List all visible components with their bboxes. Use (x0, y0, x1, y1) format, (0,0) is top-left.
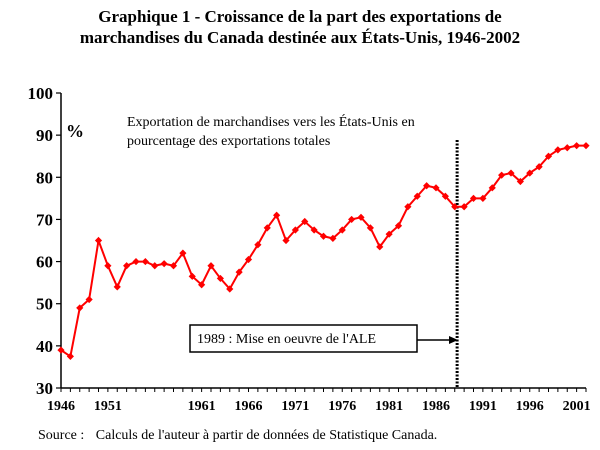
data-point-1995 (516, 177, 524, 186)
data-point-1979 (366, 224, 374, 232)
data-point-1976 (338, 226, 346, 234)
data-point-1957 (160, 260, 168, 268)
y-tick-label-30: 30 (36, 379, 53, 398)
data-point-1985 (423, 182, 431, 190)
chart-title: Graphique 1 - Croissance de la part des … (0, 6, 600, 48)
x-tick-label-1996: 1996 (516, 399, 544, 414)
y-tick-label-60: 60 (36, 253, 53, 272)
chart-title-line-2: marchandises du Canada destinée aux État… (79, 28, 521, 47)
y-tick-label-90: 90 (36, 126, 53, 145)
data-point-1992 (488, 184, 496, 192)
data-point-1988 (451, 203, 459, 211)
data-point-1980 (376, 243, 384, 251)
data-point-1961 (198, 281, 206, 289)
annotation-box (189, 324, 418, 353)
data-point-1958 (169, 262, 178, 270)
data-point-1998 (544, 152, 553, 160)
y-tick-label-50: 50 (36, 295, 53, 314)
data-point-1999 (554, 146, 562, 154)
x-tick-label-2001: 2001 (563, 399, 591, 414)
chart-title-line-1: Graphique 1 - Croissance de la part des … (98, 7, 502, 26)
data-point-1948 (76, 304, 84, 312)
data-point-2002 (582, 142, 590, 150)
y-tick-label-80: 80 (36, 168, 53, 187)
x-tick-label-1951: 1951 (94, 399, 122, 414)
data-point-1972 (301, 217, 309, 226)
data-point-1975 (329, 234, 337, 242)
x-tick-label-1961: 1961 (188, 399, 216, 414)
data-point-1965 (235, 268, 243, 276)
data-point-1991 (479, 194, 487, 202)
arrow-head-icon (449, 336, 458, 344)
series-line (57, 142, 590, 360)
data-point-1952 (113, 283, 121, 291)
y-tick-labels: 30 40 50 60 70 80 90 100 (28, 84, 54, 398)
data-point-1990 (469, 194, 478, 202)
data-point-1968 (263, 224, 271, 232)
data-point-1997 (535, 163, 543, 171)
data-point-1964 (226, 285, 234, 293)
data-point-2000 (563, 144, 571, 152)
x-tick-labels: 1946 1951 1961 1966 1971 1976 1981 1986 1991 1996… (47, 399, 591, 414)
data-point-1953 (123, 262, 131, 270)
x-tick-label-1986: 1986 (422, 399, 450, 414)
y-tick-label-100: 100 (28, 84, 54, 103)
data-point-1986 (432, 184, 440, 192)
x-tick-label-1946: 1946 (47, 399, 75, 414)
data-point-2001 (573, 142, 581, 150)
x-tick-label-1971: 1971 (281, 399, 309, 414)
data-point-1946 (57, 346, 65, 354)
data-point-1949 (85, 295, 93, 304)
data-point-1989 (460, 203, 468, 211)
data-point-1966 (244, 255, 253, 264)
data-point-1982 (394, 222, 403, 230)
data-point-1993 (498, 171, 506, 179)
data-point-1996 (526, 169, 534, 177)
data-point-1960 (188, 272, 196, 280)
chart-axes (56, 92, 587, 392)
y-axis-label: % (66, 121, 84, 141)
x-tick-label-1991: 1991 (469, 399, 497, 414)
data-point-1955 (141, 257, 149, 266)
data-point-1950 (94, 236, 103, 245)
data-point-1969 (273, 211, 281, 219)
data-point-1974 (319, 232, 328, 240)
annotation-label: 1989 : Mise en oeuvre de l'ALE (197, 332, 376, 347)
data-point-1987 (441, 192, 449, 200)
data-point-1971 (291, 226, 299, 234)
data-point-1947 (66, 352, 74, 360)
data-point-1954 (132, 257, 140, 266)
data-point-1973 (310, 226, 318, 234)
data-point-1970 (282, 236, 290, 245)
y-tick-label-70: 70 (36, 210, 53, 229)
x-tick-label-1966: 1966 (235, 399, 263, 414)
data-point-1977 (348, 215, 356, 224)
data-point-1951 (104, 262, 112, 270)
annotation-1989: 1989 : Mise en oeuvre de l'ALE (189, 324, 458, 353)
data-point-1984 (413, 192, 421, 200)
data-point-1983 (404, 203, 412, 211)
data-point-1963 (216, 274, 224, 283)
data-point-1978 (357, 213, 365, 221)
data-point-1967 (254, 241, 262, 249)
data-point-1981 (385, 230, 393, 238)
source-label: Source : (38, 428, 85, 443)
data-point-1994 (507, 169, 515, 177)
x-tick-label-1981: 1981 (375, 399, 403, 414)
source-text: Calculs de l'auteur à partir de données … (95, 428, 438, 443)
series-label-line-2: pourcentage des exportations totales (127, 134, 330, 149)
data-point-1956 (151, 262, 159, 270)
data-point-1959 (179, 249, 187, 257)
data-point-1962 (207, 262, 215, 270)
y-tick-label-40: 40 (36, 337, 53, 356)
series-label-line-1: Exportation de marchandises vers les Éta… (127, 113, 415, 130)
x-tick-label-1976: 1976 (328, 399, 356, 414)
source-note: Source : Calculs de l'auteur à partir de… (38, 428, 445, 444)
